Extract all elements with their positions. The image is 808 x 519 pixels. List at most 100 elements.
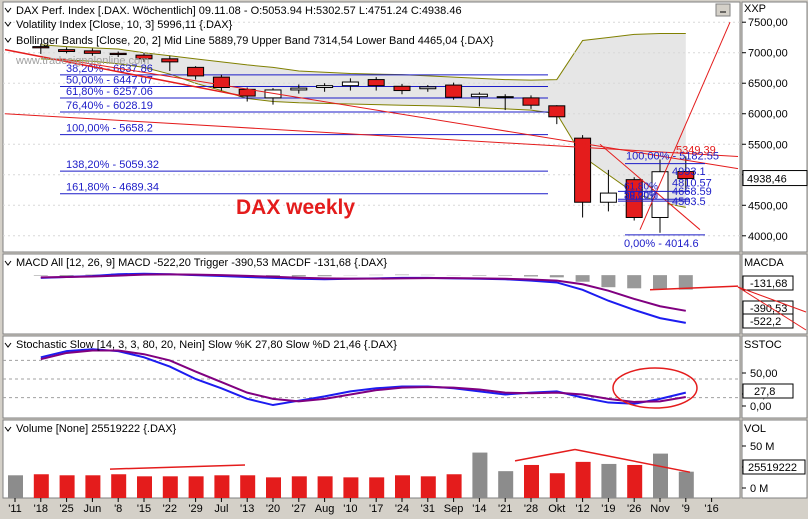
bollinger-band-fill: [40, 33, 686, 208]
volume-tick-label: 50 M: [750, 441, 774, 453]
price-tick-label: 6000,00: [748, 109, 788, 121]
candle-body: [677, 171, 695, 180]
candle-body: [135, 54, 153, 60]
fib-right-value: 4503.5: [672, 196, 706, 208]
fib-right-value: 4668.59: [672, 186, 712, 198]
price-tick-label: 4500,00: [748, 200, 788, 212]
panel-collapse-icon[interactable]: [4, 7, 12, 13]
candle-body: [109, 52, 127, 56]
trendline-red: [4, 48, 241, 97]
candle-body: [574, 137, 592, 203]
price-tick-label: 6500,00: [748, 78, 788, 90]
volume-header: Volume [None] 25519222 {.DAX}: [16, 423, 177, 435]
fib-level-label: 76,40% - 6028.19: [66, 100, 153, 112]
x-tick-label: '14: [472, 503, 486, 515]
candle-body: [58, 49, 76, 52]
panel-collapse-icon[interactable]: [4, 37, 12, 43]
candle-body: [341, 81, 359, 87]
volume-bar: [188, 476, 204, 498]
x-tick-label: '26: [627, 503, 641, 515]
candle-body: [367, 79, 385, 87]
volume-bar: [59, 475, 75, 498]
x-tick-label: Aug: [315, 503, 335, 515]
volume-bar: [266, 477, 281, 498]
stoch-value-box: [742, 383, 794, 399]
macdf-bar: [627, 275, 642, 289]
x-tick-label: '24: [395, 503, 409, 515]
macd-value: -522,2: [750, 316, 781, 328]
volume-bar: [395, 475, 410, 498]
candle-body: [393, 85, 411, 92]
price-tick-label: 4000,00: [748, 231, 788, 243]
x-tick-label: '25: [59, 503, 73, 515]
macd-value: -390,53: [750, 303, 787, 315]
volume-bar: [343, 477, 359, 498]
window-control-icon[interactable]: [715, 3, 731, 17]
macdf-bar: [524, 275, 538, 277]
price-header: DAX Perf. Index [.DAX. Wöchentlich] 09.1…: [16, 5, 462, 17]
fib-right-label: 100,00% - 5182.55: [626, 151, 719, 163]
x-tick-label: Jun: [84, 503, 102, 515]
trendline-red: [599, 143, 701, 231]
last-value-box: [742, 170, 808, 187]
bollinger-header: Bollinger Bands [Close, 20, 2] Mid Line …: [16, 35, 494, 47]
macdf-bar: [291, 275, 306, 277]
macdf-bar: [498, 275, 513, 276]
volume-bar: [240, 475, 256, 498]
x-tick-label: '11: [8, 503, 22, 515]
candle-body: [161, 58, 179, 63]
macdf-bar: [601, 275, 616, 288]
macd-axis-label: MACDA: [744, 257, 784, 269]
axis-stoch: [741, 335, 808, 419]
macd-value-box: [742, 275, 794, 291]
volume-bar: [369, 477, 385, 498]
x-tick-label: '19: [601, 503, 615, 515]
macd-annotation-line: [649, 285, 739, 291]
volume-bar: [85, 475, 101, 498]
chart-title: DAX weekly: [236, 196, 355, 219]
volume-axis-label: VOL: [744, 423, 766, 435]
stoch-d-line: [40, 349, 686, 403]
candle-body: [83, 50, 101, 54]
panel-collapse-icon[interactable]: [4, 260, 12, 266]
macd-axis-annotation: [737, 286, 807, 313]
volume-bar: [420, 476, 436, 498]
fib-right-value: 5349.39: [676, 144, 716, 156]
fib-right-value: 4810.57: [672, 177, 712, 189]
macdf-bar: [653, 275, 667, 290]
fib-right-pct-label: 61,80%: [624, 181, 658, 192]
candle-body: [548, 105, 566, 118]
candle-body: [290, 87, 308, 91]
x-tick-label: Jul: [214, 503, 228, 515]
macd-header: MACD All [12, 26, 9] MACD -522,20 Trigge…: [16, 257, 387, 269]
x-tick-label: '8: [114, 503, 122, 515]
panel-collapse-icon[interactable]: [4, 342, 12, 348]
price-tick-label: 7500,00: [748, 17, 788, 29]
stoch-tick-label: 0,00: [750, 401, 771, 413]
x-tick-label: '28: [524, 503, 538, 515]
stoch-k-line: [40, 348, 687, 407]
x-tick-label: Nov: [650, 503, 670, 515]
volume-bar: [162, 476, 178, 498]
x-tick-label: '20: [266, 503, 280, 515]
candle-body: [212, 76, 230, 89]
candle-body: [470, 93, 488, 98]
x-tick-label: '29: [188, 503, 202, 515]
watermark: www.tradesignalonline.com: [15, 55, 149, 67]
fib-right-pct-label: 38,20%: [624, 191, 658, 202]
x-tick-label: '21: [498, 503, 512, 515]
macd-axis-annotation: [737, 286, 807, 331]
x-tick-label: '22: [163, 503, 177, 515]
panel-collapse-icon[interactable]: [4, 21, 12, 27]
macd-value: -131,68: [750, 278, 787, 290]
candle-body: [32, 46, 50, 49]
volume-bar: [549, 473, 565, 498]
macdf-bar: [317, 275, 332, 277]
volume-bar: [601, 463, 617, 498]
volume-bar: [291, 476, 307, 498]
panel-collapse-icon[interactable]: [4, 426, 12, 432]
volume-value-box: [742, 459, 806, 475]
volume-tick-label: 0 M: [750, 483, 768, 495]
